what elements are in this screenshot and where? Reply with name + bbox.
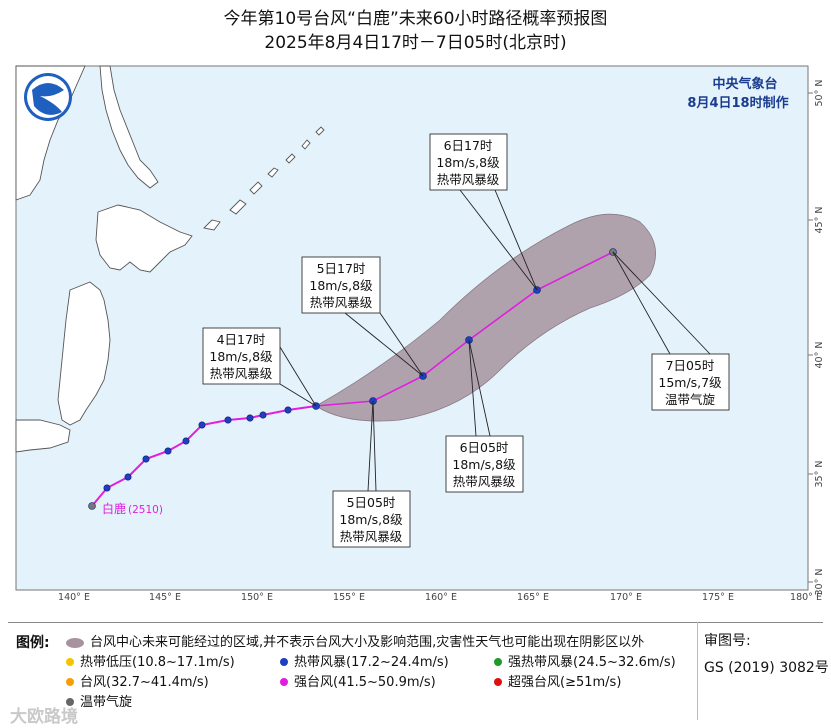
lon-tick-label: 140° E — [58, 592, 90, 603]
callout-7d05: 7日05时 15m/s,7级 温带气旋 — [612, 251, 730, 411]
agency-name: 中央气象台 — [712, 76, 777, 92]
map-title: 今年第10号台风“白鹿”未来60小时路径概率预报图 — [223, 9, 608, 29]
honshu — [57, 281, 111, 426]
svg-text:7日05时: 7日05时 — [666, 358, 715, 373]
svg-text:6日05时: 6日05时 — [460, 440, 509, 455]
legend-dot-icon — [494, 657, 502, 666]
callout-6d05: 6日05时 18m/s,8级 热带风暴级 — [445, 339, 524, 493]
past-track-points — [88, 406, 292, 510]
svg-text:18m/s,8级: 18m/s,8级 — [339, 512, 403, 527]
svg-text:6日17时: 6日17时 — [444, 138, 493, 153]
lat-tick-label: 40° N — [814, 342, 825, 369]
callout-5d17: 5日17时 18m/s,8级 热带风暴级 — [301, 256, 424, 377]
legend-item-super-ty: 超强台风(≥51m/s) — [494, 671, 621, 690]
lon-tick-label: 165° E — [517, 592, 549, 603]
kuril-island — [285, 153, 296, 164]
legend-dot-icon — [280, 677, 288, 686]
legend-dot-icon — [494, 677, 502, 686]
lat-tick-label: 30° N — [814, 569, 825, 596]
legend-box — [8, 622, 823, 723]
legend-dot-icon — [66, 677, 74, 686]
audit-code: GS (2019) 3082号 — [704, 660, 829, 676]
lon-tick-label: 155° E — [333, 592, 365, 603]
lon-ticks: 140° E 145° E 150° E 155° E 160° E 165° … — [58, 592, 822, 603]
legend-dot-icon — [66, 657, 74, 666]
kuril-island — [249, 181, 263, 195]
svg-text:18m/s,8级: 18m/s,8级 — [309, 278, 373, 293]
kuril-island — [267, 167, 279, 178]
legend: 图例: 台风中心未来可能经过的区域,并不表示台风大小及影响范围,灾害性天气也可能… — [8, 622, 823, 724]
svg-text:热带风暴级: 热带风暴级 — [340, 529, 403, 544]
svg-text:5日17时: 5日17时 — [317, 261, 366, 276]
svg-text:温带气旋: 温带气旋 — [665, 392, 716, 407]
svg-text:4日17时: 4日17时 — [217, 332, 266, 347]
lat-tick-label: 35° N — [814, 461, 825, 488]
svg-text:15m/s,7级: 15m/s,7级 — [658, 375, 722, 390]
svg-text:18m/s,8级: 18m/s,8级 — [209, 349, 273, 364]
map-subtitle: 2025年8月4日17时－7日05时(北京时) — [264, 33, 567, 53]
lon-tick-label: 145° E — [149, 592, 181, 603]
callout-5d05: 5日05时 18m/s,8级 热带风暴级 — [332, 400, 411, 548]
kuril-island — [203, 219, 221, 231]
past-track — [91, 405, 317, 507]
svg-text:5日05时: 5日05时 — [347, 495, 396, 510]
lat-tick-label: 50° N — [814, 80, 825, 107]
lon-tick-label: 170° E — [610, 592, 642, 603]
legend-item-extratropical: 温带气旋 — [66, 691, 132, 710]
cone-swatch-icon — [66, 637, 84, 648]
lon-tick-label: 160° E — [425, 592, 457, 603]
legend-item-sty: 强台风(41.5~50.9m/s) — [280, 671, 436, 690]
legend-dot-icon — [66, 697, 74, 706]
lat-tick-label: 45° N — [814, 207, 825, 234]
svg-text:热带风暴级: 热带风暴级 — [310, 295, 373, 310]
lat-tick-marks — [808, 92, 813, 583]
cma-logo-icon — [24, 73, 72, 121]
svg-text:18m/s,8级: 18m/s,8级 — [436, 155, 500, 170]
legend-item-td: 热带低压(10.8~17.1m/s) — [66, 651, 235, 670]
legend-item-ts: 热带风暴(17.2~24.4m/s) — [280, 651, 449, 670]
sakhalin — [99, 65, 159, 189]
typhoon-track-map: 中央气象台 8月4日18时制作 140° E 145° E 150° E 155… — [15, 65, 825, 603]
kuril-island — [301, 139, 311, 150]
hokkaido — [95, 204, 193, 273]
watermark: 大欧路境 — [10, 707, 78, 727]
legend-dot-icon — [280, 657, 288, 666]
kuril-island — [229, 199, 247, 215]
svg-text:热带风暴级: 热带风暴级 — [453, 474, 516, 489]
lon-tick-label: 150° E — [241, 592, 273, 603]
legend-title: 图例: — [16, 635, 50, 651]
legend-item-sts: 强热带风暴(24.5~32.6m/s) — [494, 651, 676, 670]
legend-item-ty: 台风(32.7~41.4m/s) — [66, 671, 209, 690]
legend-cone: 台风中心未来可能经过的区域,并不表示台风大小及影响范围,灾害性天气也可能出现在阴… — [66, 631, 644, 650]
svg-text:热带风暴级: 热带风暴级 — [210, 366, 273, 381]
kuril-island — [315, 126, 325, 136]
ocean-area — [15, 65, 809, 591]
svg-text:热带风暴级: 热带风暴级 — [437, 172, 500, 187]
storm-name-label: 白鹿 (2510) — [102, 501, 163, 516]
lat-ticks: 30° N 35° N 40° N 45° N 50° N — [814, 80, 825, 596]
svg-text:18m/s,8级: 18m/s,8级 — [452, 457, 516, 472]
honshu-south — [15, 419, 71, 453]
audit-label: 审图号: — [704, 633, 751, 649]
lon-tick-label: 180° E — [790, 592, 822, 603]
agency-issued-time: 8月4日18时制作 — [687, 95, 788, 111]
forecast-track — [315, 251, 614, 407]
legend-divider — [697, 622, 698, 720]
callout-6d17: 6日17时 18m/s,8级 热带风暴级 — [429, 133, 538, 291]
lon-tick-label: 175° E — [702, 592, 734, 603]
probability-cone — [315, 213, 657, 422]
callout-4d17: 4日17时 18m/s,8级 热带风暴级 — [202, 327, 317, 407]
